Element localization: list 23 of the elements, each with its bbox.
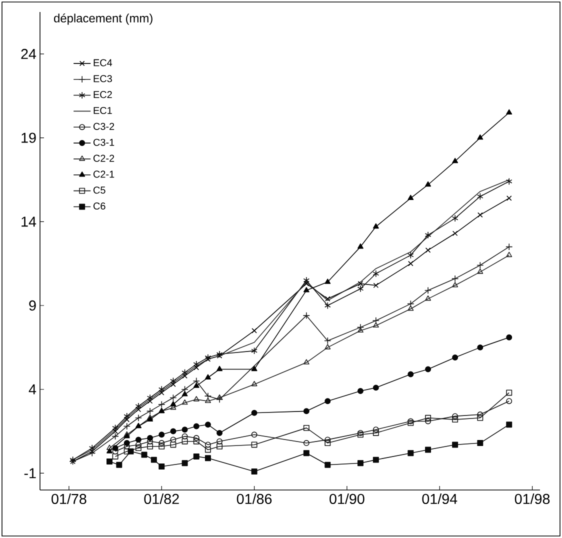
legend-label: EC4 bbox=[94, 59, 112, 66]
legend-label: C3-2 bbox=[93, 122, 114, 130]
y-tick-label: -1 bbox=[24, 468, 36, 478]
y-axis-title: déplacement (mm) bbox=[54, 14, 152, 25]
legend-label: C5 bbox=[93, 186, 106, 194]
x-tick-label: 01/98 bbox=[514, 494, 550, 504]
x-tick-label: 01/94 bbox=[422, 494, 458, 504]
x-tick-label: 01/78 bbox=[52, 494, 86, 504]
y-tick-label: 14 bbox=[22, 216, 36, 227]
legend-label: EC2 bbox=[94, 91, 112, 98]
legend-label: C3-1 bbox=[93, 138, 114, 146]
legend-label: C2-1 bbox=[93, 170, 114, 178]
legend-label: EC1 bbox=[94, 106, 112, 114]
legend-label: EC3 bbox=[94, 75, 112, 82]
y-tick-label: 19 bbox=[22, 132, 36, 143]
y-tick-label: 24 bbox=[21, 48, 36, 59]
legend-label: C6 bbox=[93, 202, 106, 210]
y-tick-label: 4 bbox=[28, 384, 36, 394]
y-tick-label: 9 bbox=[29, 300, 36, 311]
legend-label: C2-2 bbox=[93, 154, 114, 162]
x-tick-label: 01/86 bbox=[236, 494, 272, 504]
x-tick-label: 01/82 bbox=[144, 494, 179, 504]
x-tick-label: 01/90 bbox=[330, 494, 364, 504]
